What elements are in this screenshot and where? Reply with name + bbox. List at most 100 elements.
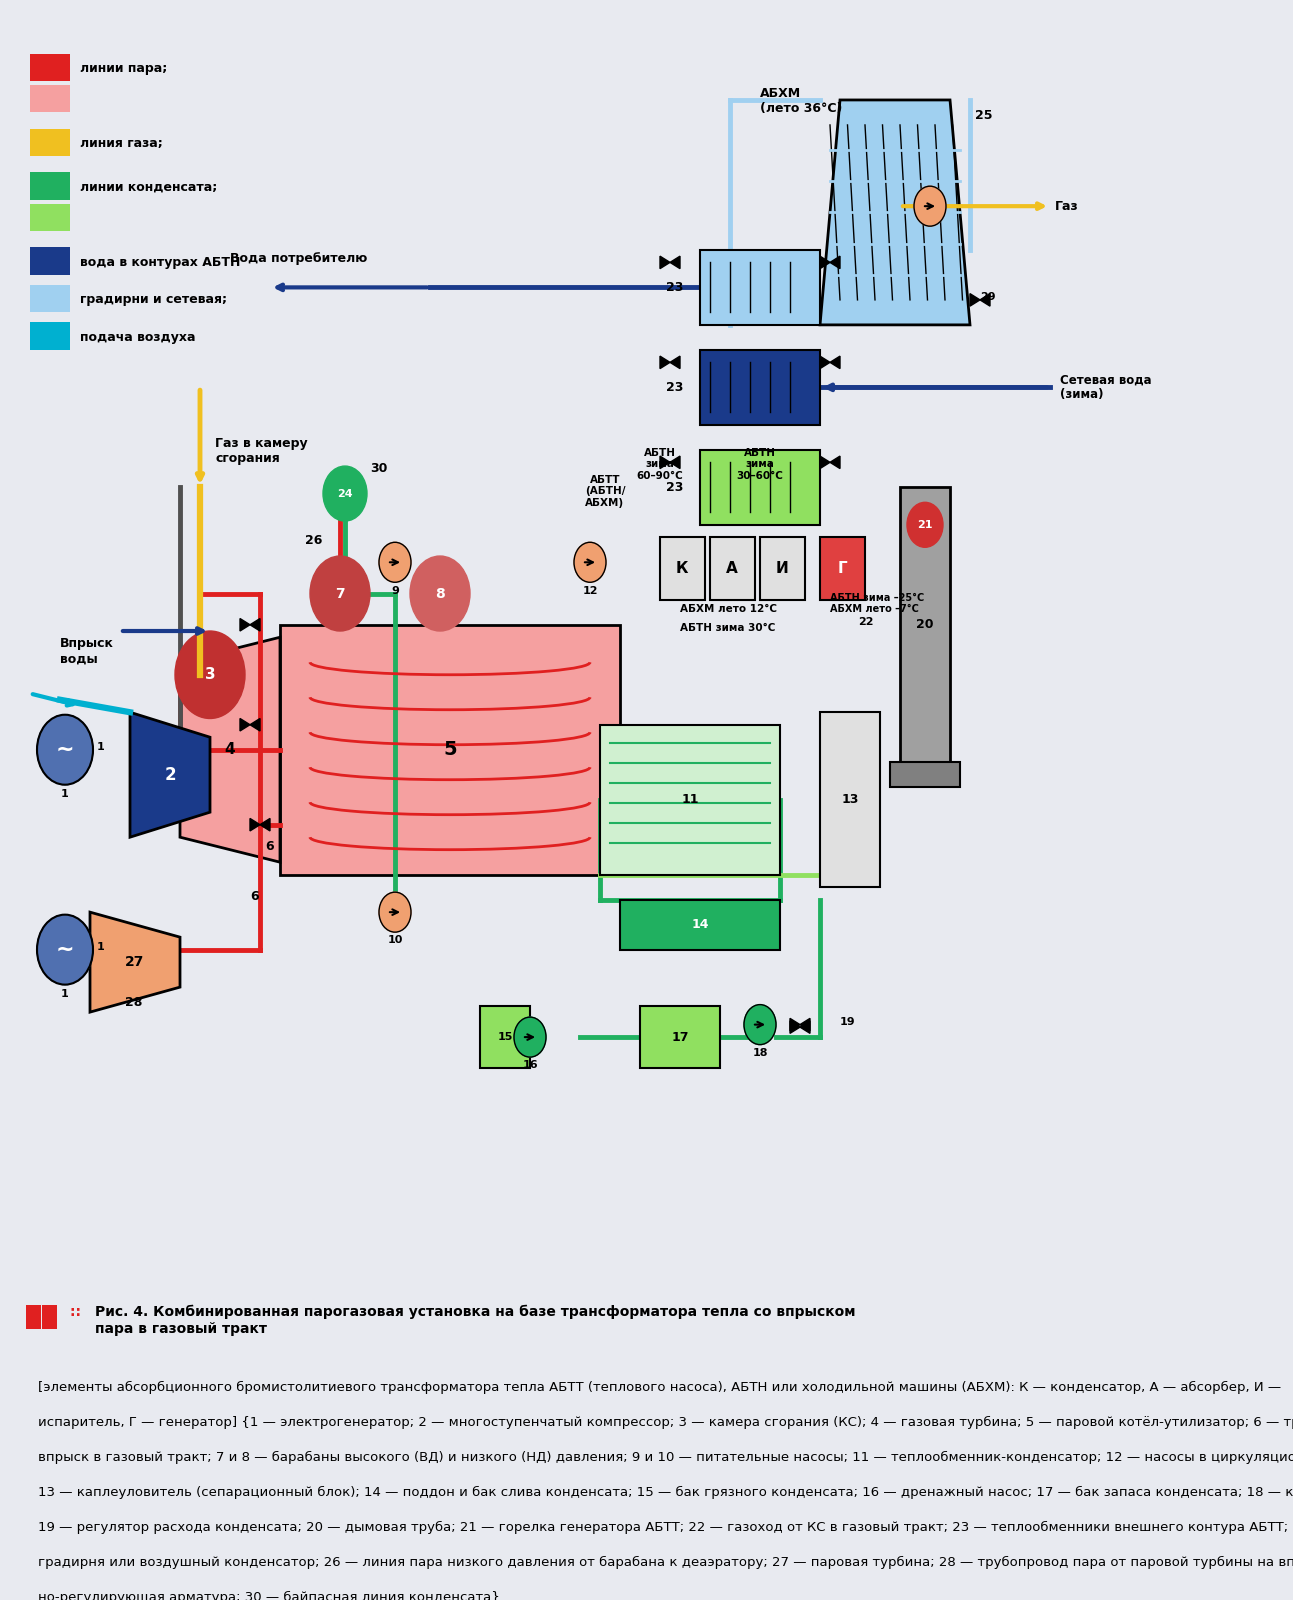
Polygon shape — [180, 637, 281, 862]
Polygon shape — [659, 256, 670, 269]
Bar — [30, 85, 70, 112]
Polygon shape — [260, 819, 270, 830]
Text: 9: 9 — [390, 586, 400, 595]
Polygon shape — [659, 357, 670, 368]
Bar — [710, 538, 755, 600]
Bar — [30, 203, 70, 230]
Bar — [760, 538, 806, 600]
Text: АБТН зима –25°С
АБХМ лето –7°С: АБТН зима –25°С АБХМ лето –7°С — [830, 592, 924, 614]
Text: 30: 30 — [370, 462, 388, 475]
Polygon shape — [820, 256, 830, 269]
Polygon shape — [131, 712, 209, 837]
Text: вода в контурах АБТН: вода в контурах АБТН — [80, 256, 240, 269]
Polygon shape — [240, 619, 250, 630]
Polygon shape — [970, 294, 980, 306]
Bar — [700, 250, 820, 325]
Bar — [900, 488, 950, 762]
Text: АБТН зима 30°С: АБТН зима 30°С — [680, 622, 776, 634]
Circle shape — [37, 915, 93, 984]
Text: 7: 7 — [335, 587, 345, 600]
Circle shape — [410, 557, 469, 630]
Text: Сетевая вода
(зима): Сетевая вода (зима) — [1060, 373, 1152, 402]
Bar — [659, 538, 705, 600]
Polygon shape — [830, 357, 840, 368]
Text: 28: 28 — [125, 995, 142, 1010]
Text: линии конденсата;: линии конденсата; — [80, 181, 217, 194]
Polygon shape — [830, 256, 840, 269]
Text: 6: 6 — [250, 890, 259, 902]
Text: подача воздуха: подача воздуха — [80, 331, 195, 344]
Text: 1: 1 — [97, 942, 105, 952]
Text: А: А — [727, 562, 738, 576]
Polygon shape — [800, 1018, 809, 1030]
Circle shape — [515, 1018, 546, 1058]
Text: 15: 15 — [498, 1032, 513, 1042]
Text: АБТН
зима
30–60°С: АБТН зима 30–60°С — [737, 448, 784, 482]
Polygon shape — [670, 456, 680, 469]
Text: АБХМ
(лето 36°С): АБХМ (лето 36°С) — [760, 88, 842, 115]
Polygon shape — [800, 1021, 809, 1034]
Circle shape — [914, 186, 946, 226]
Polygon shape — [790, 1018, 800, 1030]
Text: 1: 1 — [97, 742, 105, 752]
Polygon shape — [980, 294, 990, 306]
Text: 12: 12 — [582, 586, 597, 595]
Bar — [820, 712, 881, 886]
Circle shape — [379, 893, 411, 933]
Text: 24: 24 — [337, 488, 353, 499]
Bar — [621, 899, 780, 950]
Text: 29: 29 — [980, 291, 996, 302]
Polygon shape — [240, 718, 250, 731]
Text: Вода потребителю: Вода потребителю — [230, 253, 367, 266]
Text: Г: Г — [837, 562, 847, 576]
Text: 23: 23 — [666, 482, 684, 494]
Text: градирни и сетевая;: градирни и сетевая; — [80, 293, 228, 306]
Bar — [820, 538, 865, 600]
Text: испаритель, Г — генератор] {1 — электрогенератор; 2 — многоступенчатый компрессо: испаритель, Г — генератор] {1 — электрог… — [39, 1416, 1293, 1429]
Text: 19 — регулятор расхода конденсата; 20 — дымовая труба; 21 — горелка генератора А: 19 — регулятор расхода конденсата; 20 — … — [39, 1522, 1293, 1534]
Circle shape — [743, 1005, 776, 1045]
Text: АБТТ
(АБТН/
АБХМ): АБТТ (АБТН/ АБХМ) — [584, 475, 626, 509]
Text: линии пара;: линии пара; — [80, 62, 167, 75]
Bar — [480, 1006, 530, 1069]
Text: 23: 23 — [666, 282, 684, 294]
Text: 13: 13 — [842, 794, 859, 806]
Circle shape — [175, 630, 244, 718]
Circle shape — [379, 542, 411, 582]
Circle shape — [37, 715, 93, 784]
Bar — [890, 762, 959, 787]
Bar — [30, 248, 70, 275]
Text: ~: ~ — [56, 939, 74, 960]
Text: 20: 20 — [917, 618, 934, 632]
Text: 1: 1 — [61, 989, 69, 998]
Text: 13 — каплеуловитель (сепарационный блок); 14 — поддон и бак слива конденсата; 15: 13 — каплеуловитель (сепарационный блок)… — [39, 1486, 1293, 1499]
Polygon shape — [830, 456, 840, 469]
Circle shape — [323, 466, 367, 522]
Polygon shape — [91, 912, 180, 1013]
Bar — [30, 173, 70, 200]
Bar — [43, 1306, 57, 1330]
Circle shape — [574, 542, 606, 582]
Text: 10: 10 — [388, 936, 402, 946]
Text: 21: 21 — [917, 520, 932, 530]
Bar — [30, 322, 70, 350]
Text: линия газа;: линия газа; — [80, 138, 163, 150]
Text: 18: 18 — [753, 1048, 768, 1058]
Polygon shape — [820, 456, 830, 469]
Text: Газ: Газ — [1055, 200, 1078, 213]
Text: 19: 19 — [840, 1016, 856, 1027]
Bar — [30, 128, 70, 157]
Text: ~: ~ — [56, 739, 74, 760]
Text: ::: :: — [70, 1306, 85, 1318]
Text: И: И — [776, 562, 789, 576]
Text: но-регулирующая арматура; 30 — байпасная линия конденсата}: но-регулирующая арматура; 30 — байпасная… — [39, 1590, 500, 1600]
Bar — [281, 624, 621, 875]
Polygon shape — [659, 456, 670, 469]
Text: Газ в камеру
сгорания: Газ в камеру сгорания — [215, 437, 308, 466]
Bar — [600, 725, 780, 875]
Text: 5: 5 — [443, 741, 456, 760]
Text: впрыск в газовый тракт; 7 и 8 — барабаны высокого (ВД) и низкого (НД) давления; : впрыск в газовый тракт; 7 и 8 — барабаны… — [39, 1451, 1293, 1464]
Polygon shape — [250, 718, 260, 731]
Bar — [30, 285, 70, 312]
Circle shape — [310, 557, 370, 630]
